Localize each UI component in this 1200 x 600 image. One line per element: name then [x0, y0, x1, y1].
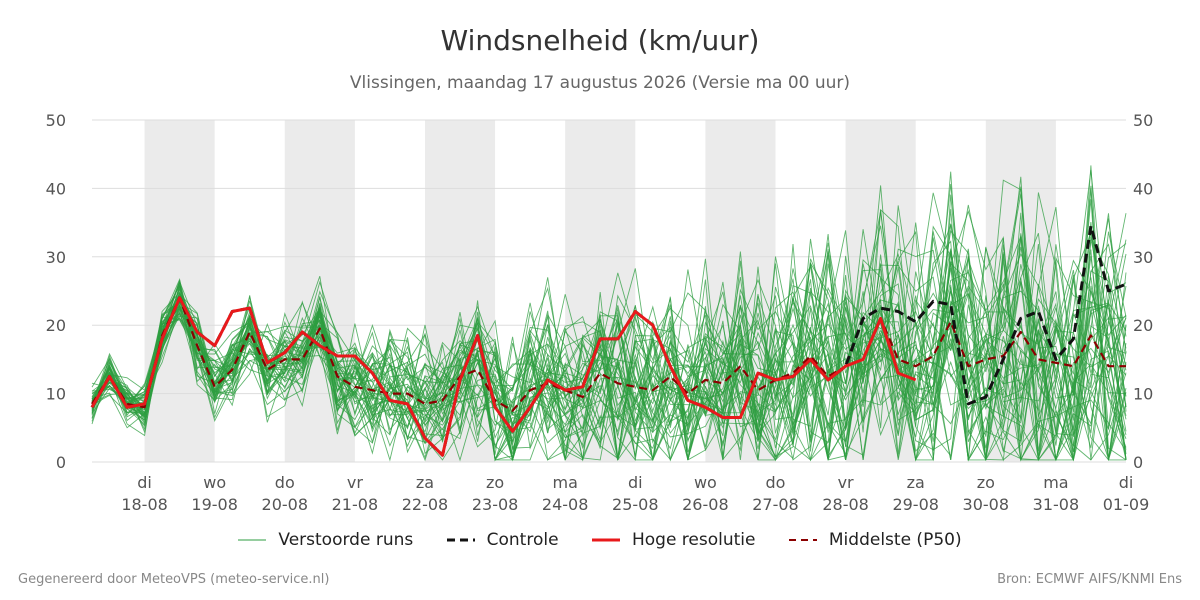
- y-tick-label-left: 50: [46, 111, 66, 130]
- x-tick-date: 29-08: [892, 495, 939, 514]
- y-tick-label-right: 0: [1133, 453, 1143, 472]
- x-tick-date: 28-08: [822, 495, 869, 514]
- perturbed-run-line: [91, 185, 1127, 462]
- legend-item-perturbed[interactable]: Verstoorde runs: [238, 530, 413, 550]
- x-tick-date: 23-08: [472, 495, 519, 514]
- x-tick-date: 30-08: [963, 495, 1010, 514]
- legend-perturbed-swatch: [238, 539, 267, 541]
- y-tick-label-left: 30: [46, 248, 66, 267]
- x-tick-date: 21-08: [332, 495, 379, 514]
- x-tick-date: 20-08: [262, 495, 309, 514]
- y-tick-label-right: 30: [1133, 248, 1153, 267]
- perturbed-run-line: [91, 233, 1127, 461]
- legend-item-median[interactable]: Middelste (P50): [788, 530, 962, 550]
- legend-control-swatch: [446, 538, 475, 542]
- perturbed-run-line: [91, 212, 1127, 461]
- x-axis: di 18-08 wo 19-08 do 20-08 vr 21-08 za 22-08 zo 23-…: [121, 473, 1149, 514]
- x-tick-day: wo: [694, 473, 717, 492]
- x-tick-day: za: [907, 473, 925, 492]
- x-tick-day: ma: [1043, 473, 1068, 492]
- series-lines: [90, 224, 1127, 457]
- x-tick-day: zo: [977, 473, 995, 492]
- x-tick-date: 25-08: [612, 495, 659, 514]
- perturbed-run-line: [91, 236, 1127, 460]
- x-tick-date: 01-09: [1103, 495, 1150, 514]
- y-tick-label-left: 0: [56, 453, 66, 472]
- x-tick-date: 27-08: [752, 495, 799, 514]
- x-tick-date: 26-08: [682, 495, 729, 514]
- chart-title: Windsnelheid (km/uur): [440, 24, 760, 57]
- wind-speed-chart: 0 10 20 30 40 50 0 10 20 30 40 50 di 18-08 wo 19-08 do…: [46, 111, 1154, 514]
- legend-perturbed-label: Verstoorde runs: [278, 530, 414, 550]
- y-tick-label-right: 50: [1133, 111, 1153, 130]
- legend-high-res-label: Hoge resolutie: [631, 530, 756, 550]
- y-tick-label-left: 10: [46, 385, 66, 404]
- series-line-middelste-p50: [91, 296, 1126, 412]
- x-tick-day: zo: [486, 473, 504, 492]
- y-axis-right: 0 10 20 30 40 50: [1133, 111, 1153, 472]
- y-tick-label-right: 10: [1133, 385, 1153, 404]
- perturbed-run-line: [91, 244, 1127, 462]
- x-tick-day: do: [766, 473, 786, 492]
- generated-by-credit: Gegenereerd door MeteoVPS (meteo-service…: [18, 572, 330, 587]
- legend-item-high-res[interactable]: Hoge resolutie: [591, 530, 756, 550]
- weekend-bands: [144, 120, 1056, 462]
- x-tick-day: di: [628, 473, 643, 492]
- x-tick-day: za: [416, 473, 434, 492]
- x-tick-day: ma: [552, 473, 577, 492]
- y-tick-label-left: 40: [46, 179, 66, 198]
- legend: Verstoorde runs Controle Hoge resolutie …: [0, 530, 1200, 550]
- y-tick-label-right: 20: [1133, 316, 1153, 335]
- x-tick-date: 19-08: [191, 495, 238, 514]
- x-tick-day: wo: [203, 473, 226, 492]
- x-tick-day: di: [137, 473, 152, 492]
- legend-control-label: Controle: [486, 530, 559, 550]
- y-axis-left: 0 10 20 30 40 50: [46, 111, 66, 472]
- x-tick-date: 22-08: [402, 495, 449, 514]
- x-tick-day: vr: [838, 473, 854, 492]
- x-tick-date: 31-08: [1033, 495, 1080, 514]
- x-tick-date: 24-08: [542, 495, 589, 514]
- y-tick-label-left: 20: [46, 316, 66, 335]
- chart-subtitle: Vlissingen, maandag 17 augustus 2026 (Ve…: [349, 73, 851, 93]
- x-tick-day: do: [275, 473, 295, 492]
- y-tick-label-right: 40: [1133, 179, 1153, 198]
- legend-median-swatch: [788, 539, 817, 541]
- series-line-hoge-resolutie: [90, 296, 917, 457]
- legend-median-label: Middelste (P50): [828, 530, 962, 550]
- x-tick-date: 18-08: [121, 495, 168, 514]
- x-tick-day: vr: [347, 473, 363, 492]
- legend-item-control[interactable]: Controle: [446, 530, 559, 550]
- legend-high-res-swatch: [591, 538, 620, 542]
- x-tick-day: di: [1119, 473, 1134, 492]
- source-credit: Bron: ECMWF AIFS/KNMI Ens: [997, 572, 1182, 587]
